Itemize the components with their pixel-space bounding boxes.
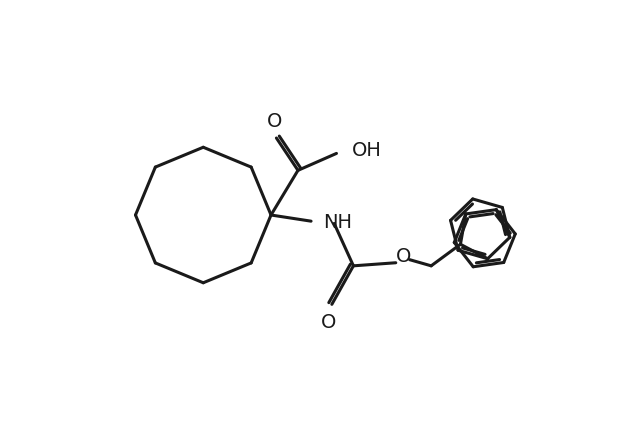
Text: OH: OH — [352, 141, 381, 160]
Text: O: O — [321, 313, 337, 332]
Text: O: O — [396, 247, 411, 266]
Text: NH: NH — [323, 213, 353, 232]
Text: O: O — [267, 112, 282, 131]
